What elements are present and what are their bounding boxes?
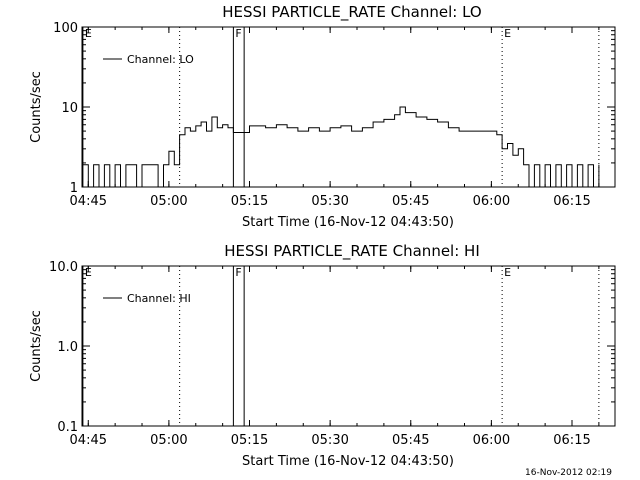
x-tick-label: 06:00 xyxy=(473,194,510,209)
footer-timestamp: 16-Nov-2012 02:19 xyxy=(525,468,612,478)
y-axis-label: Counts/sec xyxy=(29,310,44,382)
chart-panel-lo: HESSI PARTICLE_RATE Channel: LO Counts/s… xyxy=(29,3,616,230)
y-tick-label: 1.0 xyxy=(57,340,78,355)
x-tick-label: 05:45 xyxy=(392,194,429,209)
x-tick-label: 04:45 xyxy=(70,433,107,448)
x-tick-label: 05:15 xyxy=(231,433,268,448)
x-axis-label: Start Time (16-Nov-12 04:43:50) xyxy=(242,215,454,230)
x-tick-label: 05:00 xyxy=(150,194,187,209)
y-axis-label: Counts/sec xyxy=(29,71,44,143)
series-line xyxy=(82,106,600,188)
x-tick-label: 06:15 xyxy=(553,433,590,448)
plot-frame xyxy=(81,26,616,188)
legend: Channel: LO xyxy=(103,53,194,66)
x-tick-label: 06:00 xyxy=(473,433,510,448)
y-tick-label: 0.1 xyxy=(57,420,78,435)
event-marker-label: F xyxy=(235,27,241,40)
x-tick-label: 04:45 xyxy=(70,194,107,209)
x-tick-label: 05:30 xyxy=(311,194,348,209)
legend-label: Channel: LO xyxy=(127,53,194,66)
x-tick-label: 06:15 xyxy=(553,194,590,209)
y-tick-label: 100 xyxy=(53,21,78,36)
plot-frame xyxy=(81,265,616,427)
y-tick-label: 10.0 xyxy=(49,260,78,275)
chart-panel-hi: HESSI PARTICLE_RATE Channel: HI Counts/s… xyxy=(29,242,616,469)
event-marker-label: E xyxy=(85,266,92,279)
event-marker-label: F xyxy=(235,266,241,279)
x-axis-label: Start Time (16-Nov-12 04:43:50) xyxy=(242,454,454,469)
y-tick-label: 1 xyxy=(70,181,78,196)
event-marker-label: E xyxy=(504,266,511,279)
event-marker-label: E xyxy=(85,27,92,40)
x-tick-label: 05:15 xyxy=(231,194,268,209)
event-marker-label: E xyxy=(504,27,511,40)
y-tick-label: 10 xyxy=(61,101,78,116)
legend: Channel: HI xyxy=(103,292,191,305)
legend-label: Channel: HI xyxy=(127,292,191,305)
chart-title: HESSI PARTICLE_RATE Channel: LO xyxy=(222,3,481,22)
x-tick-label: 05:45 xyxy=(392,433,429,448)
x-tick-label: 05:00 xyxy=(150,433,187,448)
x-tick-label: 05:30 xyxy=(311,433,348,448)
chart-title: HESSI PARTICLE_RATE Channel: HI xyxy=(224,242,480,261)
